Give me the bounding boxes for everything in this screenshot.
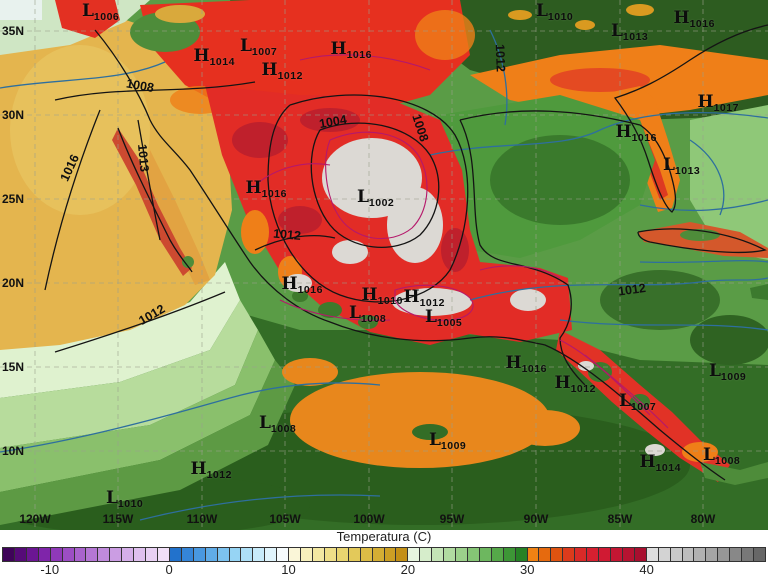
temperature-colorbar [2, 547, 766, 562]
colorbar-cell-42c [670, 548, 683, 561]
colorbar-cell-43c [682, 548, 695, 561]
colorbar-cell-35c [587, 548, 600, 561]
colorbar-cell-8c [265, 548, 278, 561]
colorbar-cell-40c [646, 548, 659, 561]
colorbar-cell-21c [420, 548, 433, 561]
colorbar-tick-0: 0 [165, 562, 173, 577]
colorbar-cell-3c [205, 548, 218, 561]
colorbar-cell-15c [348, 548, 361, 561]
colorbar-cell-0c [169, 548, 182, 561]
colorbar-cell--4c [122, 548, 135, 561]
colorbar-cell--5c [110, 548, 123, 561]
colorbar-cell--7c [86, 548, 99, 561]
colorbar-cell-17c [372, 548, 385, 561]
colorbar-cell-36c [599, 548, 612, 561]
colorbar-tick-10: 10 [281, 562, 296, 577]
colorbar-cell-19c [396, 548, 409, 561]
colorbar-cell--14c [3, 548, 15, 561]
colorbar-cell--10c [50, 548, 63, 561]
colorbar-cell-22c [432, 548, 445, 561]
colorbar-cell-45c [706, 548, 719, 561]
colorbar-cell-23c [444, 548, 457, 561]
colorbar-cell-27c [491, 548, 504, 561]
colorbar-cell--6c [98, 548, 111, 561]
colorbar-cell-37c [611, 548, 623, 561]
colorbar-tick-30: 30 [520, 562, 535, 577]
colorbar-tick-20: 20 [400, 562, 416, 577]
colorbar-cell-41c [658, 548, 671, 561]
colorbar-cell-26c [479, 548, 492, 561]
colorbar-cell--9c [62, 548, 75, 561]
colorbar-cell-2c [193, 548, 206, 561]
colorbar-cell-14c [336, 548, 349, 561]
colorbar-cell-20c [408, 548, 421, 561]
colorbar-cell-18c [384, 548, 397, 561]
colorbar-cell-11c [301, 548, 313, 561]
colorbar-cell-4c [217, 548, 230, 561]
colorbar-cell-39c [634, 548, 647, 561]
colorbar-cell--3c [134, 548, 147, 561]
colorbar-cell-44c [694, 548, 707, 561]
colorbar-cell-38c [622, 548, 635, 561]
colorbar-cell-28c [503, 548, 516, 561]
colorbar-cell-9c [277, 548, 290, 561]
colorbar-cell-1c [181, 548, 194, 561]
black-isobars-coastlines [44, 24, 768, 481]
colorbar-cell-30c [527, 548, 540, 561]
colorbar-cell-12c [312, 548, 325, 561]
colorbar-tick-labels: -10 0 10 20 30 40 [2, 562, 766, 578]
colorbar-tick--10: -10 [40, 562, 60, 577]
magenta-isobars [249, 54, 669, 429]
colorbar-title: Temperatura (C) [336, 529, 432, 544]
colorbar-cell-24c [456, 548, 468, 561]
colorbar-cell-13c [324, 548, 337, 561]
colorbar-cell-29c [515, 548, 528, 561]
colorbar-cell-25c [467, 548, 480, 561]
colorbar-cell--2c [146, 548, 158, 561]
colorbar-cell--12c [26, 548, 39, 561]
colorbar-cell-32c [551, 548, 564, 561]
colorbar-cell-7c [253, 548, 266, 561]
map-canvas: L1006 H1014 L1007 H1012 H1016 L1010 L1013 H1016… [0, 0, 768, 530]
colorbar-cell--1c [157, 548, 170, 561]
colorbar-cell-6c [241, 548, 254, 561]
colorbar-cell-49c [754, 548, 765, 561]
colorbar-cell-33c [563, 548, 576, 561]
colorbar-cell-5c [229, 548, 242, 561]
colorbar-cell--13c [14, 548, 27, 561]
colorbar-cell-48c [742, 548, 755, 561]
temperature-field-map [0, 0, 768, 530]
colorbar-tick-40: 40 [639, 562, 654, 577]
colorbar-cell--11c [38, 548, 51, 561]
colorbar-cell-10c [289, 548, 302, 561]
colorbar-cell-31c [539, 548, 552, 561]
colorbar-cell--8c [74, 548, 87, 561]
colorbar-cell-47c [730, 548, 743, 561]
colorbar-cell-34c [575, 548, 588, 561]
colorbar-cell-16c [360, 548, 373, 561]
blue-isobars [0, 29, 768, 521]
colorbar-cell-46c [718, 548, 731, 561]
